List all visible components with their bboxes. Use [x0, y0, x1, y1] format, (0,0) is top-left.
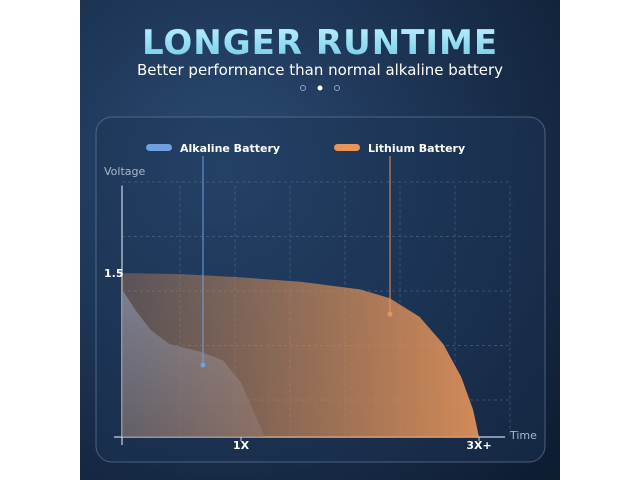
legend-label: Alkaline Battery — [180, 142, 280, 155]
x-tick-label: 3X+ — [466, 439, 491, 452]
y-tick-label: 1.5 — [104, 267, 124, 280]
legend-label: Lithium Battery — [368, 142, 465, 155]
title: LONGER RUNTIME — [142, 23, 498, 63]
callout-dot — [387, 311, 393, 317]
subtitle: Better performance than normal alkaline … — [137, 61, 503, 79]
x-tick-label: 1X — [233, 439, 250, 452]
legend-swatch — [146, 144, 172, 151]
legend-swatch — [334, 144, 360, 151]
plot: 1.5 1X 3X+ Alkaline Battery Lithium Battery — [104, 142, 505, 452]
y-axis-label: Voltage — [104, 165, 145, 178]
callout-dot — [200, 362, 206, 368]
carousel-dots — [300, 85, 340, 91]
x-axis-label: Time — [509, 429, 537, 442]
